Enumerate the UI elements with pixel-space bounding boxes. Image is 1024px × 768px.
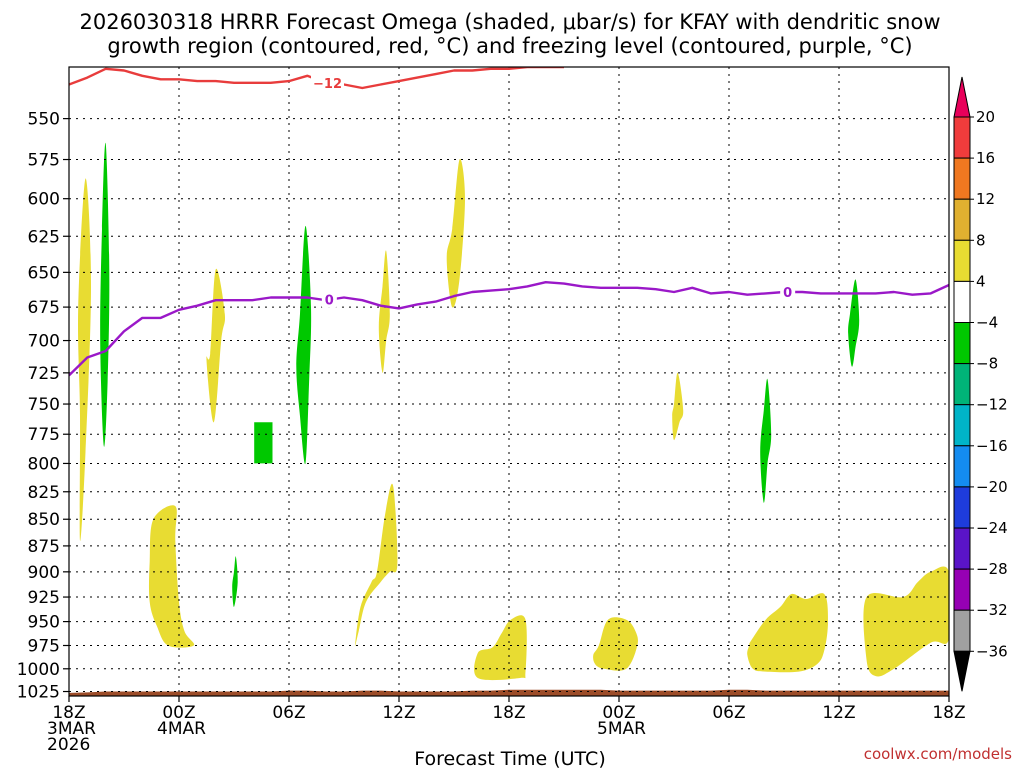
x-tick-label-6-2: 4MAR — [157, 719, 206, 739]
colorbar-label-5: 4 — [976, 272, 986, 290]
colorbar-arrow-bottom — [953, 650, 971, 692]
credit-text: coolwx.com/models — [864, 745, 1012, 763]
colorbar-label-4: 8 — [976, 231, 986, 249]
omega-region-8 — [148, 505, 195, 648]
x-tick-label-24-1: 18Z — [492, 703, 525, 723]
contour-lines: 0 0 −12 — [69, 67, 949, 377]
y-tick-label-950: 950 — [28, 613, 60, 633]
x-axis-label: Forecast Time (UTC) — [414, 748, 605, 768]
colorbar-segment-10 — [953, 486, 971, 529]
x-tick-label-18-1: 12Z — [382, 703, 415, 723]
y-tick-label-825: 825 — [28, 483, 60, 503]
colorbar-segment-4 — [953, 239, 971, 282]
omega-region-17 — [863, 566, 949, 677]
colorbar-label-14: −36 — [976, 642, 1008, 660]
contour-label-bg-1-1 — [321, 291, 337, 308]
contour-label-2-1: −12 — [313, 77, 342, 92]
x-tick-label-12-1: 06Z — [272, 703, 305, 723]
omega-region-2 — [100, 142, 110, 447]
colorbar-segment-8 — [953, 404, 971, 447]
contour-label-bg-2-1 — [311, 74, 344, 91]
colorbar-segment-6 — [953, 322, 971, 365]
colorbar-segment-2 — [953, 157, 971, 200]
x-tick-label-48-1: 18Z — [932, 703, 965, 723]
colorbar: 20 16 12 8 4 −4 −8 −12 −16 −20 −24 −28 −32 −36 — [953, 76, 1008, 692]
x-tick-label-42-1: 12Z — [822, 703, 855, 723]
contour-line-1 — [69, 281, 949, 377]
colorbar-label-6: −4 — [976, 314, 998, 332]
omega-region-13 — [672, 372, 684, 441]
x-tick-label-6-1: 00Z — [162, 703, 195, 723]
contour-label-1-2: 0 — [783, 286, 792, 301]
omega-region-12 — [593, 617, 638, 671]
y-tick-label-1025: 1025 — [17, 683, 60, 703]
omega-region-16 — [848, 279, 860, 367]
omega-region-3 — [206, 268, 226, 423]
contour-label-bg-1-2 — [780, 283, 796, 300]
colorbar-segment-13 — [953, 609, 971, 652]
y-tick-label-600: 600 — [28, 190, 60, 210]
colorbar-label-8: −12 — [976, 396, 1008, 414]
colorbar-label-2: 16 — [976, 149, 995, 167]
y-tick-label-850: 850 — [28, 510, 60, 530]
y-tick-label-775: 775 — [28, 425, 60, 445]
omega-shaded-regions — [77, 142, 949, 681]
colorbar-label-13: −32 — [976, 601, 1008, 619]
colorbar-segment-11 — [953, 527, 971, 570]
y-tick-label-575: 575 — [28, 151, 60, 171]
chart-title-line-2: growth region (contoured, red, °C) and f… — [107, 34, 912, 58]
omega-region-14 — [760, 378, 772, 503]
y-tick-label-875: 875 — [28, 537, 60, 557]
y-tick-label-750: 750 — [28, 395, 60, 415]
chart-title-line-1: 2026030318 HRRR Forecast Omega (shaded, … — [79, 10, 940, 34]
omega-region-9 — [232, 556, 238, 607]
y-tick-label-675: 675 — [28, 298, 60, 318]
colorbar-segment-7 — [953, 363, 971, 406]
y-tick-label-925: 925 — [28, 588, 60, 608]
colorbar-segment-12 — [953, 568, 971, 611]
colorbar-label-11: −24 — [976, 519, 1008, 537]
omega-region-7 — [446, 158, 465, 308]
y-tick-label-800: 800 — [28, 454, 60, 474]
colorbar-segment-9 — [953, 445, 971, 488]
colorbar-arrow-top — [953, 76, 971, 118]
colorbar-label-9: −16 — [976, 437, 1008, 455]
contour-label-1-1: 0 — [325, 294, 334, 309]
colorbar-label-7: −8 — [976, 355, 998, 373]
y-tick-label-700: 700 — [28, 332, 60, 352]
x-tick-label-0-2: 3MAR — [47, 719, 96, 739]
y-tick-label-1000: 1000 — [17, 660, 60, 680]
x-tick-label-30-1: 00Z — [602, 703, 635, 723]
omega-region-11 — [474, 615, 527, 681]
colorbar-segment-1 — [953, 116, 971, 159]
colorbar-segment-3 — [953, 198, 971, 241]
y-tick-label-975: 975 — [28, 636, 60, 656]
y-tick-label-650: 650 — [28, 263, 60, 283]
x-tick-label-30-2: 5MAR — [597, 719, 646, 739]
omega-region-4 — [254, 422, 273, 464]
x-tick-label-0-3: 2026 — [47, 735, 90, 755]
colorbar-label-12: −28 — [976, 560, 1008, 578]
colorbar-segment-5 — [953, 280, 971, 323]
x-tick-label-36-1: 06Z — [712, 703, 745, 723]
omega-region-10 — [354, 483, 398, 647]
y-axis-ticks: 550 575 600 625 650 675 700 725 750 775 800 825 850 8… — [17, 110, 69, 703]
omega-region-6 — [378, 250, 390, 373]
colorbar-label-10: −20 — [976, 478, 1008, 496]
colorbar-label-3: 12 — [976, 190, 995, 208]
y-tick-label-725: 725 — [28, 364, 60, 384]
x-tick-label-0-1: 18Z — [52, 703, 85, 723]
omega-region-15 — [747, 593, 828, 673]
colorbar-label-1: 20 — [976, 108, 995, 126]
y-tick-label-900: 900 — [28, 563, 60, 583]
y-tick-label-550: 550 — [28, 110, 60, 130]
y-tick-label-625: 625 — [28, 227, 60, 247]
